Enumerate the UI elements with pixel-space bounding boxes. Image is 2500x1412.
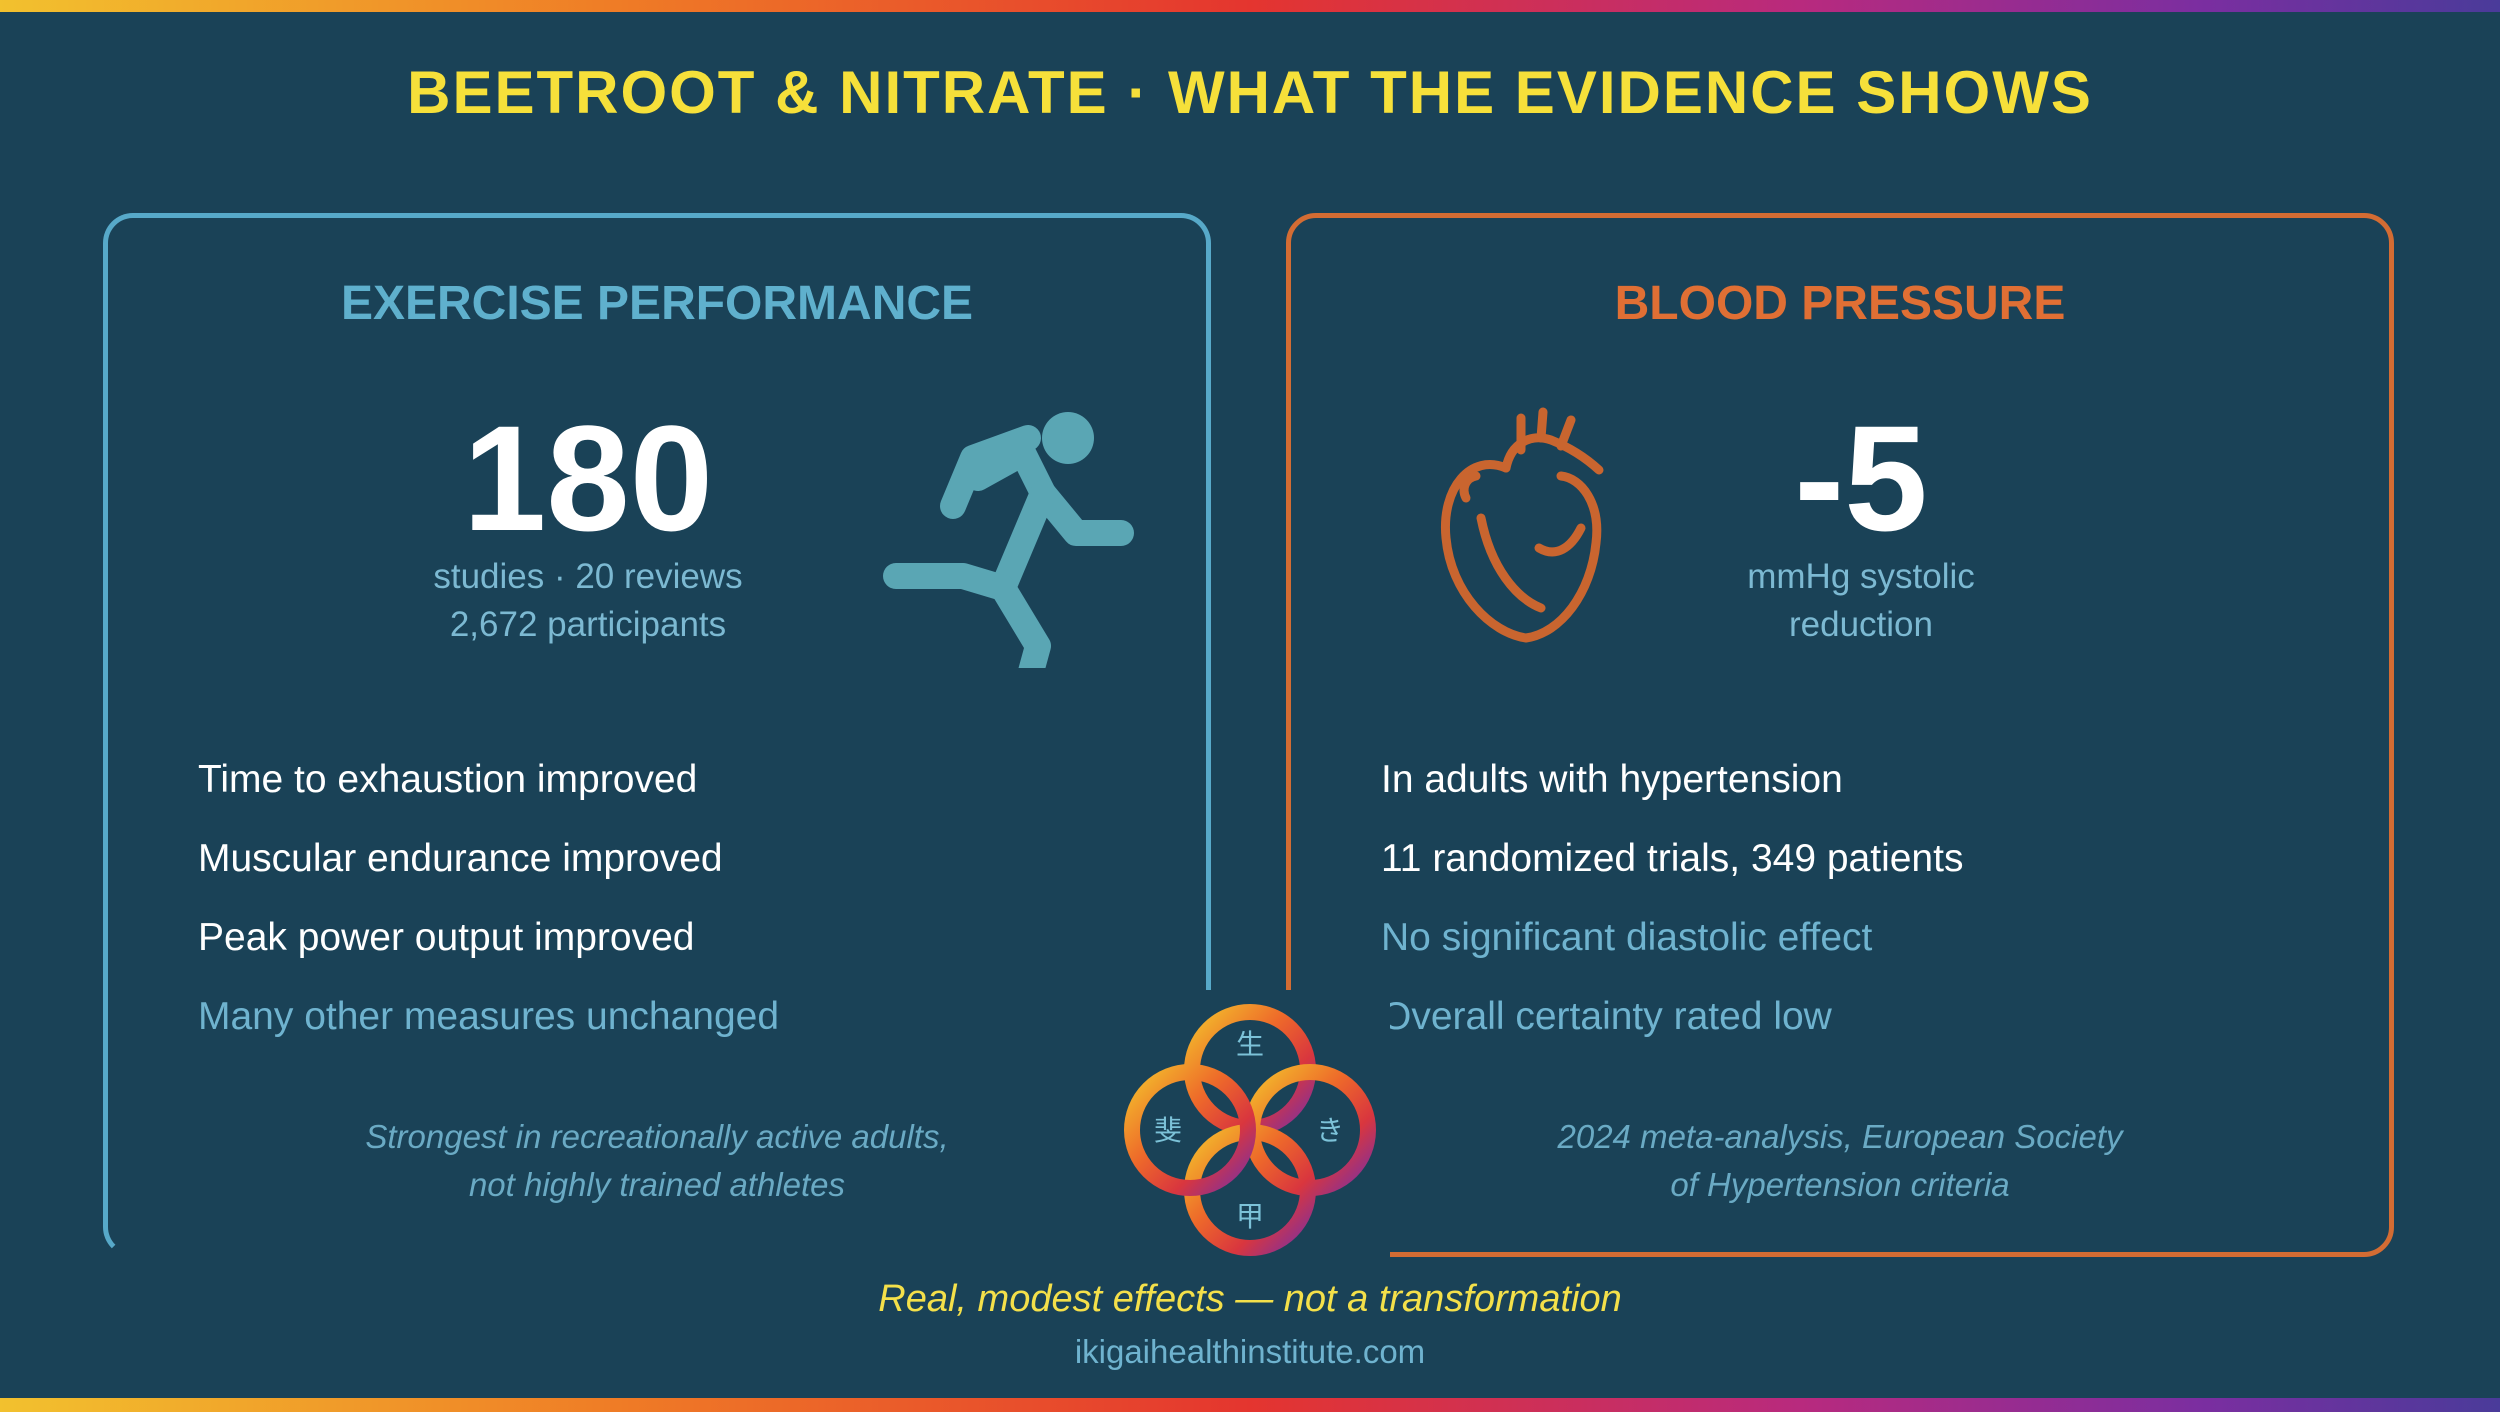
website-link[interactable]: ikigaihealthinstitute.com bbox=[1074, 1333, 1426, 1370]
ikigai-rings-logo: 生 き 甲 斐 bbox=[1110, 990, 1390, 1270]
exercise-panel: EXERCISE PERFORMANCE 180 studies · 20 re… bbox=[103, 213, 1211, 1257]
exercise-item-1: Time to exhaustion improved bbox=[198, 758, 698, 801]
bp-note-line2: of Hypertension criteria bbox=[1670, 1166, 2010, 1203]
bottom-gradient-bar bbox=[0, 1398, 2500, 1412]
bp-item-4: Overall certainty rated low bbox=[1381, 995, 1832, 1038]
bp-heading: BLOOD PRESSURE bbox=[1614, 277, 2066, 330]
logo-glyph-bottom: 甲 bbox=[1236, 1200, 1264, 1233]
bp-stat: -5 bbox=[1794, 394, 1928, 562]
heart-icon bbox=[1440, 407, 1604, 643]
page-title: BEETROOT & NITRATE · WHAT THE EVIDENCE S… bbox=[407, 59, 2093, 126]
logo-glyph-left: 斐 bbox=[1154, 1114, 1182, 1147]
running-person-icon bbox=[883, 412, 1134, 668]
bp-item-3: No significant diastolic effect bbox=[1381, 916, 1873, 959]
tagline: Real, modest effects — not a transformat… bbox=[878, 1278, 1622, 1320]
exercise-item-3: Peak power output improved bbox=[198, 916, 695, 959]
exercise-note-line1: Strongest in recreationally active adult… bbox=[365, 1118, 949, 1155]
bp-item-2: 11 randomized trials, 349 patients bbox=[1381, 837, 1964, 880]
exercise-item-2: Muscular endurance improved bbox=[198, 837, 723, 880]
exercise-stat-line2: 2,672 participants bbox=[449, 605, 727, 644]
bp-stat-line1: mmHg systolic bbox=[1747, 557, 1975, 596]
bp-stat-line2: reduction bbox=[1789, 605, 1933, 644]
exercise-stat: 180 bbox=[462, 394, 714, 562]
top-gradient-bar bbox=[0, 0, 2500, 12]
logo-glyph-top: 生 bbox=[1236, 1028, 1264, 1061]
exercise-item-4: Many other measures unchanged bbox=[198, 995, 780, 1038]
logo-glyph-right: き bbox=[1316, 1114, 1344, 1147]
bp-item-1: In adults with hypertension bbox=[1381, 758, 1843, 801]
exercise-note-line2: not highly trained athletes bbox=[468, 1166, 846, 1203]
bp-note-line1: 2024 meta-analysis, European Society bbox=[1557, 1118, 2123, 1155]
exercise-stat-line1: studies · 20 reviews bbox=[433, 557, 743, 596]
exercise-heading: EXERCISE PERFORMANCE bbox=[340, 277, 974, 330]
blood-pressure-panel: BLOOD PRESSURE -5 mmHg systolic reductio… bbox=[1286, 213, 2394, 1257]
